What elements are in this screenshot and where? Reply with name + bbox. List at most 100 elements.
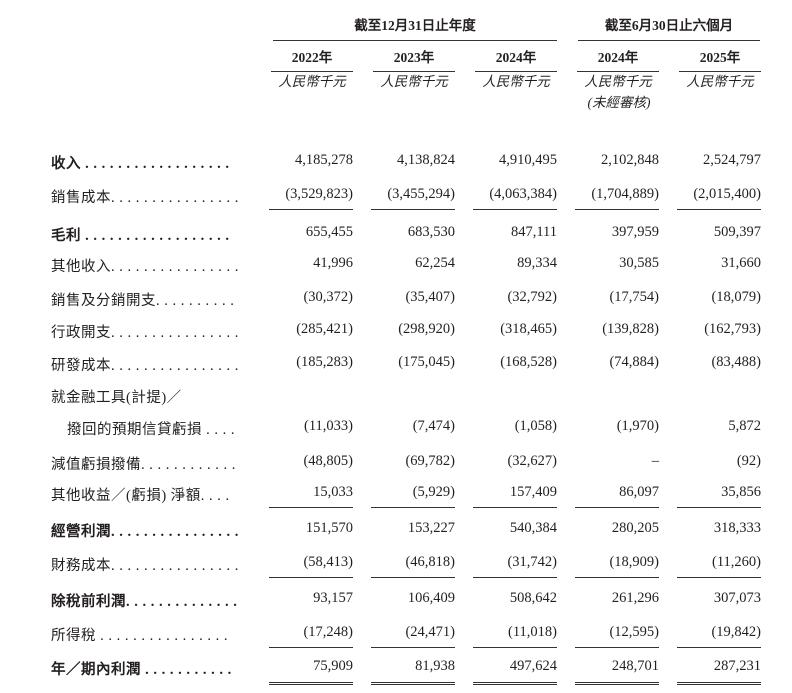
row-label: 財務成本. . . . . . . . . . . . . . . . (51, 558, 239, 574)
row-label: 就金融工具(計提)／ (51, 390, 182, 406)
table-row: 年／期內利潤 . . . . . . . . . . . 75,909 81,938… (0, 652, 792, 685)
cell-value: 655,455 (305, 224, 353, 240)
cell-value: 4,910,495 (499, 152, 557, 168)
cell-value: (17,248) (269, 624, 353, 648)
table-row: 行政開支. . . . . . . . . . . . . . . . (285,… (0, 315, 792, 345)
cell-value: (46,818) (371, 554, 455, 578)
cell-value: (5,929) (371, 484, 455, 508)
cell-value: 683,530 (407, 224, 455, 240)
cell-value: (1,058) (514, 418, 557, 434)
cell-value: (12,595) (575, 624, 659, 648)
unit-label: 人民幣千元 (278, 74, 346, 89)
table-row: 其他收益／(虧損) 淨額. . . . 15,033 (5,929) 157,409 8… (0, 478, 792, 508)
cell-value: (318,465) (500, 321, 557, 337)
cell-value: (298,920) (398, 321, 455, 337)
cell-value: 89,334 (517, 255, 557, 271)
row-label: 年／期內利潤 . . . . . . . . . . . (51, 662, 232, 678)
cell-value: 2,102,848 (601, 152, 659, 168)
cell-value: (175,045) (398, 354, 455, 370)
cell-value: 509,397 (713, 224, 761, 240)
cell-value: (92) (736, 453, 761, 469)
cell-value: 280,205 (611, 520, 659, 536)
cell-value: 75,909 (269, 658, 353, 685)
row-label: 撥回的預期信貸虧損 . . . . (67, 422, 235, 438)
year-header: 2025年 (679, 46, 761, 72)
cell-value: (35,407) (405, 289, 455, 305)
cell-value: (2,015,400) (677, 186, 761, 210)
cell-value: (139,828) (602, 321, 659, 337)
cell-value: (3,455,294) (371, 186, 455, 210)
cell-value: 307,073 (713, 590, 761, 606)
table-row: 毛利 . . . . . . . . . . . . . . . . . . 65… (0, 218, 792, 248)
table-row: 銷售成本. . . . . . . . . . . . . . . . (3,52… (0, 180, 792, 210)
cell-value: 30,585 (619, 255, 659, 271)
cell-value: (18,909) (575, 554, 659, 578)
cell-value: (17,754) (609, 289, 659, 305)
cell-value: (32,792) (507, 289, 557, 305)
table-row: 所得稅 . . . . . . . . . . . . . . . . (17,2… (0, 618, 792, 648)
row-label: 經營利潤. . . . . . . . . . . . . . . . (51, 524, 239, 540)
unaudited-note: (未經審核) (587, 95, 651, 110)
cell-value: (11,018) (473, 624, 557, 648)
cell-value: 31,660 (721, 255, 761, 271)
row-label: 除稅前利潤. . . . . . . . . . . . . . (51, 594, 238, 610)
table-row: 收入 . . . . . . . . . . . . . . . . . . 4,… (0, 146, 792, 176)
year-header: 2022年 (271, 46, 353, 72)
cell-value: (162,793) (704, 321, 761, 337)
unit-label: 人民幣千元 (380, 74, 448, 89)
group-header-six-months: 截至6月30日止六個月 (578, 14, 760, 41)
unit-label: 人民幣千元 (686, 74, 754, 89)
cell-value: (48,805) (303, 453, 353, 469)
row-label: 所得稅 . . . . . . . . . . . . . . . . (51, 628, 228, 644)
cell-value: (24,471) (371, 624, 455, 648)
cell-value: 35,856 (677, 484, 761, 508)
unit-label: 人民幣千元 (482, 74, 550, 89)
cell-value: 41,996 (313, 255, 353, 271)
row-label: 其他收入. . . . . . . . . . . . . . . . (51, 259, 239, 275)
cell-value: 62,254 (415, 255, 455, 271)
cell-value: (4,063,384) (473, 186, 557, 210)
row-label: 銷售及分銷開支. . . . . . . . . . (51, 293, 235, 309)
table-row: 撥回的預期信貸虧損 . . . . (11,033) (7,474) (1,058) (… (0, 412, 792, 442)
cell-value: (3,529,823) (269, 186, 353, 210)
cell-value: 318,333 (713, 520, 761, 536)
cell-value: (83,488) (711, 354, 761, 370)
cell-value: (7,474) (412, 418, 455, 434)
table-row: 銷售及分銷開支. . . . . . . . . . (30,372) (35,40… (0, 283, 792, 313)
cell-value: – (651, 453, 659, 469)
row-label: 其他收益／(虧損) 淨額. . . . (51, 488, 230, 504)
table-row: 除稅前利潤. . . . . . . . . . . . . . 93,157 10… (0, 584, 792, 614)
cell-value: 540,384 (509, 520, 557, 536)
table-row: 就金融工具(計提)／ (0, 380, 792, 410)
year-header: 2023年 (373, 46, 455, 72)
cell-value: (31,742) (473, 554, 557, 578)
cell-value: 847,111 (510, 224, 557, 240)
row-label: 減值虧損撥備. . . . . . . . . . . . (51, 457, 236, 473)
cell-value: (69,782) (405, 453, 455, 469)
cell-value: 497,624 (473, 658, 557, 685)
cell-value: (74,884) (609, 354, 659, 370)
cell-value: (185,283) (296, 354, 353, 370)
cell-value: 248,701 (575, 658, 659, 685)
cell-value: (19,842) (677, 624, 761, 648)
cell-value: (285,421) (296, 321, 353, 337)
cell-value: 2,524,797 (703, 152, 761, 168)
cell-value: 93,157 (313, 590, 353, 606)
cell-value: 151,570 (305, 520, 353, 536)
row-label: 收入 . . . . . . . . . . . . . . . . . . (51, 156, 230, 172)
row-label: 研發成本. . . . . . . . . . . . . . . . (51, 358, 239, 374)
group-header-annual: 截至12月31日止年度 (273, 14, 557, 41)
cell-value: 5,872 (728, 418, 761, 434)
cell-value: 287,231 (677, 658, 761, 685)
cell-value: (18,079) (711, 289, 761, 305)
cell-value: (30,372) (303, 289, 353, 305)
row-label: 銷售成本. . . . . . . . . . . . . . . . (51, 190, 239, 206)
cell-value: 4,185,278 (295, 152, 353, 168)
cell-value: (58,413) (269, 554, 353, 578)
year-header: 2024年 (577, 46, 659, 72)
row-label: 毛利 . . . . . . . . . . . . . . . . . . (51, 228, 230, 244)
row-label: 行政開支. . . . . . . . . . . . . . . . (51, 325, 239, 341)
cell-value: (32,627) (507, 453, 557, 469)
table-row: 經營利潤. . . . . . . . . . . . . . . . 151,5… (0, 514, 792, 544)
